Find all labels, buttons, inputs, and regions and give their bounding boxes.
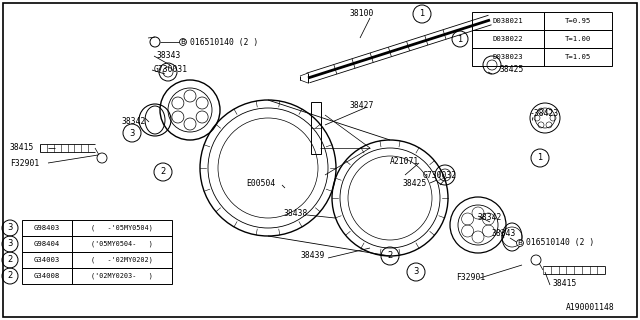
Bar xyxy=(22,220,72,236)
Bar xyxy=(544,12,612,30)
Text: G730031: G730031 xyxy=(154,66,188,75)
Text: G98403: G98403 xyxy=(34,225,60,231)
Text: T=1.05: T=1.05 xyxy=(565,54,591,60)
Bar xyxy=(72,252,172,268)
Text: 016510140 (2 ): 016510140 (2 ) xyxy=(527,238,595,247)
Bar xyxy=(22,236,72,252)
Text: ('05MY0504-   ): ('05MY0504- ) xyxy=(91,241,153,247)
Text: 3: 3 xyxy=(413,268,419,276)
Text: A190001148: A190001148 xyxy=(566,302,615,311)
Bar xyxy=(472,48,544,66)
Bar xyxy=(544,48,612,66)
Text: G98404: G98404 xyxy=(34,241,60,247)
Bar xyxy=(311,102,321,154)
Text: B: B xyxy=(180,39,186,45)
Bar xyxy=(544,30,612,48)
Text: D038023: D038023 xyxy=(493,54,524,60)
Text: 38342: 38342 xyxy=(122,117,147,126)
Text: G34008: G34008 xyxy=(34,273,60,279)
Text: 2: 2 xyxy=(161,167,166,177)
Text: 38427: 38427 xyxy=(350,100,374,109)
Text: 2: 2 xyxy=(387,252,392,260)
Text: G730032: G730032 xyxy=(423,171,457,180)
Bar xyxy=(472,30,544,48)
Text: 2: 2 xyxy=(8,255,13,265)
Text: 3: 3 xyxy=(7,223,13,233)
Text: 2: 2 xyxy=(8,271,13,281)
Bar xyxy=(72,236,172,252)
Text: 38438: 38438 xyxy=(284,210,308,219)
Bar xyxy=(22,268,72,284)
Text: 38343: 38343 xyxy=(492,228,516,237)
Text: 38342: 38342 xyxy=(478,213,502,222)
Bar xyxy=(72,268,172,284)
Text: 1: 1 xyxy=(458,35,463,44)
Text: F32901: F32901 xyxy=(456,274,485,283)
Text: ('02MY0203-   ): ('02MY0203- ) xyxy=(91,273,153,279)
Text: 38415: 38415 xyxy=(10,143,35,153)
Bar xyxy=(472,12,544,30)
Text: 016510140 (2 ): 016510140 (2 ) xyxy=(189,37,258,46)
Text: E00504: E00504 xyxy=(246,179,275,188)
Text: 38425: 38425 xyxy=(403,179,428,188)
Text: A21071: A21071 xyxy=(390,157,419,166)
Text: F32901: F32901 xyxy=(10,158,39,167)
Text: 1: 1 xyxy=(538,154,543,163)
Text: G34003: G34003 xyxy=(34,257,60,263)
Text: -38423: -38423 xyxy=(530,109,559,118)
Text: B: B xyxy=(518,240,522,246)
Text: 1: 1 xyxy=(419,10,424,19)
Text: D038022: D038022 xyxy=(493,36,524,42)
Bar xyxy=(22,252,72,268)
Text: 3: 3 xyxy=(7,239,13,249)
Text: 3: 3 xyxy=(129,129,134,138)
Text: 38439: 38439 xyxy=(301,252,325,260)
Text: D038021: D038021 xyxy=(493,18,524,24)
Text: 38415: 38415 xyxy=(553,278,577,287)
Text: (   -'02MY0202): ( -'02MY0202) xyxy=(91,257,153,263)
Text: (   -'05MY0504): ( -'05MY0504) xyxy=(91,225,153,231)
Text: 38425: 38425 xyxy=(500,65,524,74)
Text: 38100: 38100 xyxy=(350,10,374,19)
Text: 38343: 38343 xyxy=(157,52,181,60)
Text: T=0.95: T=0.95 xyxy=(565,18,591,24)
Bar xyxy=(72,220,172,236)
Text: T=1.00: T=1.00 xyxy=(565,36,591,42)
